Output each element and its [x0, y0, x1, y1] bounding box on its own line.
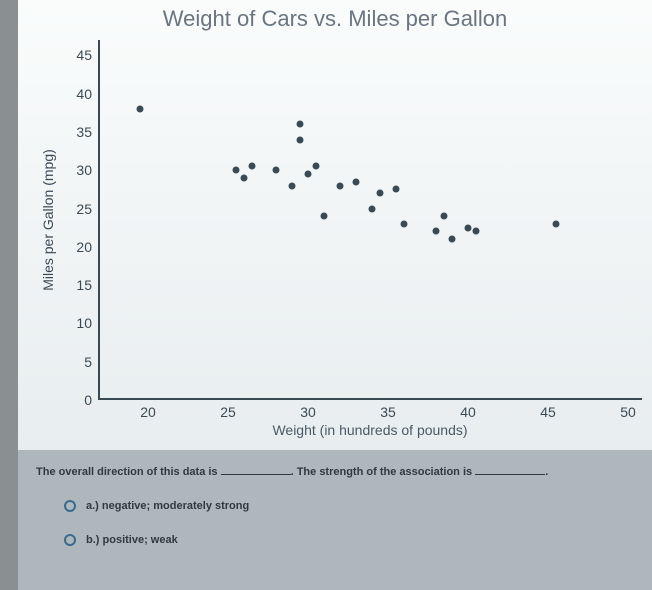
scatter-point — [313, 163, 320, 170]
scatter-point — [137, 105, 144, 112]
y-tick-label: 5 — [84, 354, 100, 370]
scatter-point — [473, 228, 480, 235]
scatter-point — [337, 182, 344, 189]
scatter-point — [321, 213, 328, 220]
y-tick-label: 30 — [76, 162, 100, 178]
blank-2 — [475, 464, 545, 475]
scatter-point — [233, 167, 240, 174]
window-left-edge — [0, 0, 18, 590]
option-label: a.) negative; moderately strong — [86, 500, 249, 512]
scatter-point — [377, 190, 384, 197]
y-tick-label: 10 — [76, 315, 100, 331]
scatter-point — [441, 213, 448, 220]
option-key: a.) — [86, 500, 99, 512]
x-tick-label: 40 — [460, 398, 476, 420]
scatter-point — [249, 163, 256, 170]
x-tick-label: 20 — [140, 398, 156, 420]
scatter-point — [401, 220, 408, 227]
answer-option-b[interactable]: b.) positive; weak — [64, 534, 634, 546]
x-tick-label: 50 — [620, 398, 636, 420]
scatter-point — [393, 186, 400, 193]
question-panel: The overall direction of this data is . … — [18, 450, 652, 590]
scatter-plot-area: 05101520253035404520253035404550 — [98, 40, 642, 400]
prompt-text-1: The overall direction of this data is — [36, 466, 221, 478]
y-tick-label: 35 — [76, 124, 100, 140]
chart-panel: Weight of Cars vs. Miles per Gallon 0510… — [18, 0, 652, 450]
y-tick-label: 20 — [76, 239, 100, 255]
option-label: b.) positive; weak — [86, 534, 178, 546]
option-text: positive; weak — [103, 534, 178, 546]
scatter-point — [289, 182, 296, 189]
y-tick-label: 40 — [76, 86, 100, 102]
scatter-point — [297, 136, 304, 143]
chart-title: Weight of Cars vs. Miles per Gallon — [18, 0, 652, 32]
blank-1 — [221, 464, 291, 475]
scatter-point — [433, 228, 440, 235]
scatter-point — [553, 220, 560, 227]
x-tick-label: 45 — [540, 398, 556, 420]
y-tick-label: 25 — [76, 201, 100, 217]
scatter-point — [297, 121, 304, 128]
y-tick-label: 0 — [84, 392, 100, 408]
question-prompt: The overall direction of this data is . … — [36, 464, 634, 478]
scatter-point — [305, 171, 312, 178]
x-tick-label: 25 — [220, 398, 236, 420]
radio-icon — [64, 534, 76, 546]
x-tick-label: 30 — [300, 398, 316, 420]
scatter-point — [465, 224, 472, 231]
prompt-text-3: . — [545, 466, 548, 478]
answer-option-a[interactable]: a.) negative; moderately strong — [64, 500, 634, 512]
radio-icon — [64, 500, 76, 512]
prompt-text-2: . The strength of the association is — [291, 466, 476, 478]
x-tick-label: 35 — [380, 398, 396, 420]
scatter-point — [241, 174, 248, 181]
y-tick-label: 15 — [76, 277, 100, 293]
y-tick-label: 45 — [76, 47, 100, 63]
x-axis-label: Weight (in hundreds of pounds) — [272, 422, 467, 438]
y-axis-label: Miles per Gallon (mpg) — [40, 149, 56, 291]
scatter-point — [273, 167, 280, 174]
option-key: b.) — [86, 534, 99, 546]
scatter-point — [449, 236, 456, 243]
scatter-point — [369, 205, 376, 212]
scatter-point — [353, 178, 360, 185]
option-text: negative; moderately strong — [102, 500, 249, 512]
